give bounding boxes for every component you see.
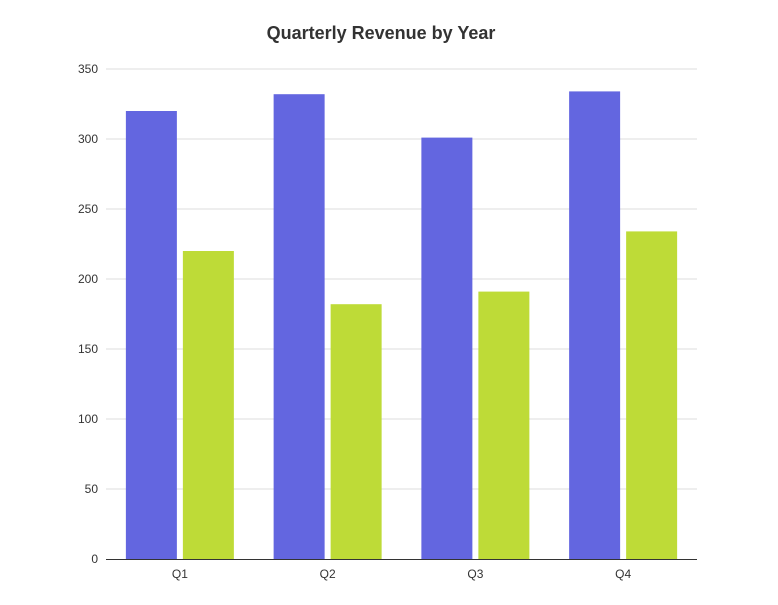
chart-title: Quarterly Revenue by Year	[267, 23, 496, 43]
y-axis-ticks: 0 50 100 150 200 250 300 350	[78, 62, 98, 566]
y-tick-label: 150	[78, 342, 98, 356]
x-tick-label: Q4	[615, 567, 631, 581]
x-tick-label: Q1	[172, 567, 188, 581]
y-tick-label: 350	[78, 62, 98, 76]
x-axis-ticks: Q1 Q2 Q3 Q4	[172, 567, 632, 581]
y-tick-label: 0	[91, 552, 98, 566]
y-tick-label: 300	[78, 132, 98, 146]
bar-series-1-q2	[273, 94, 325, 559]
bar-series-1-q3	[421, 137, 473, 559]
y-tick-label: 100	[78, 412, 98, 426]
bar-series-2-q2	[330, 304, 382, 559]
y-tick-label: 200	[78, 272, 98, 286]
bars	[125, 91, 678, 560]
bar-series-2-q3	[478, 291, 530, 559]
y-tick-label: 250	[78, 202, 98, 216]
bar-series-2-q4	[626, 231, 678, 559]
bar-series-1-q1	[125, 111, 177, 559]
bar-series-1-q4	[569, 91, 621, 560]
x-tick-label: Q3	[467, 567, 483, 581]
x-tick-label: Q2	[320, 567, 336, 581]
bar-series-2-q1	[182, 251, 234, 559]
y-tick-label: 50	[85, 482, 99, 496]
